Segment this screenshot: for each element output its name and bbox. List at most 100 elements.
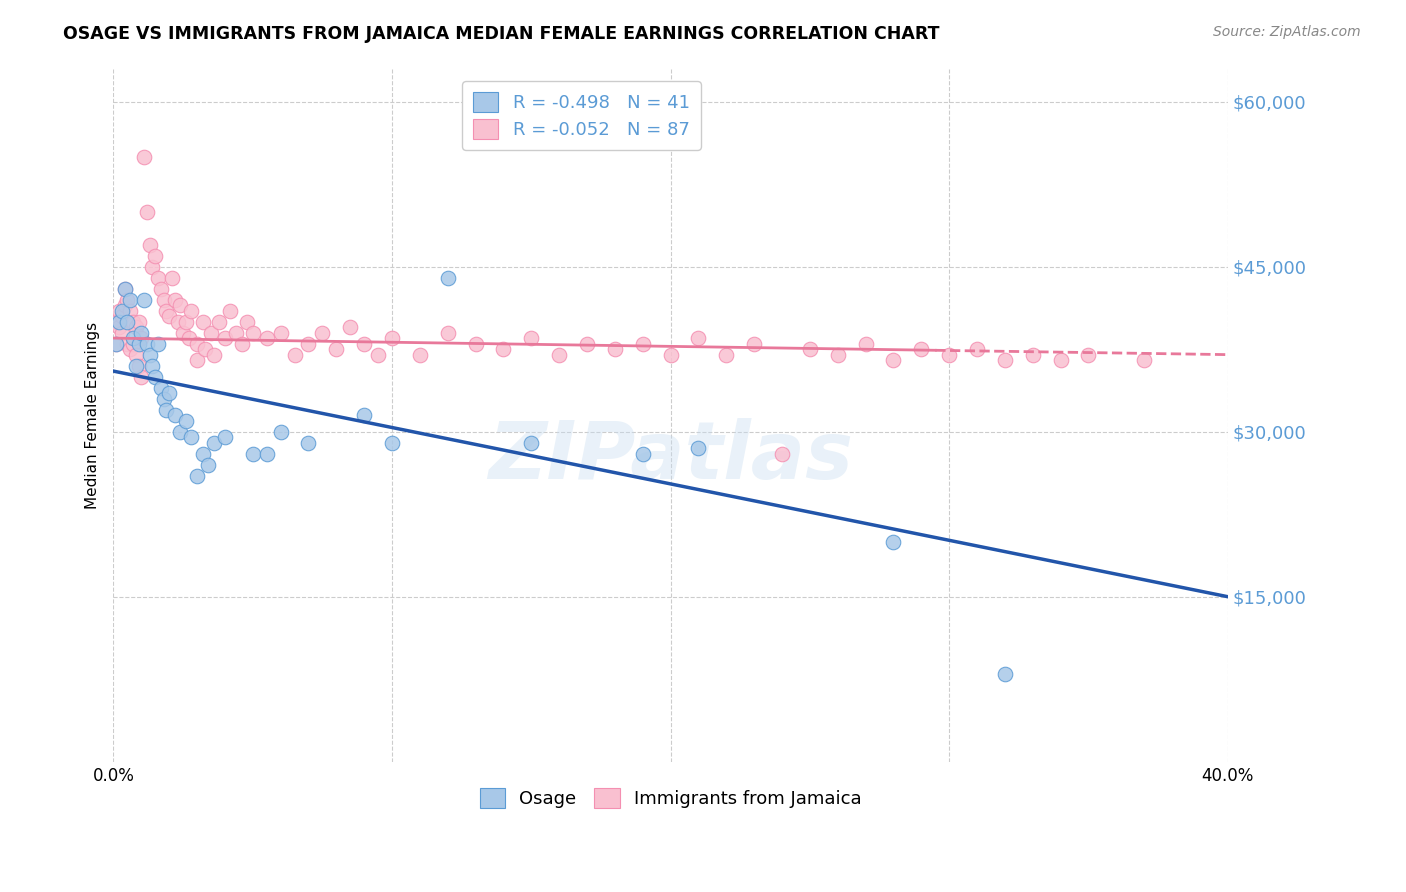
Point: [603, 342, 626, 356]
Point: [141, 260, 163, 274]
Point: [152, 392, 174, 406]
Point: [186, 336, 208, 351]
Point: [799, 342, 821, 356]
Point: [297, 336, 319, 351]
Point: [659, 348, 682, 362]
Point: [520, 435, 543, 450]
Point: [125, 348, 148, 362]
Point: [128, 359, 150, 373]
Point: [284, 348, 307, 362]
Point: [122, 315, 145, 329]
Point: [436, 270, 458, 285]
Point: [157, 309, 180, 323]
Point: [125, 320, 148, 334]
Point: [122, 336, 145, 351]
Point: [163, 293, 186, 307]
Text: OSAGE VS IMMIGRANTS FROM JAMAICA MEDIAN FEMALE EARNINGS CORRELATION CHART: OSAGE VS IMMIGRANTS FROM JAMAICA MEDIAN …: [63, 25, 939, 43]
Point: [236, 315, 259, 329]
Point: [131, 369, 153, 384]
Point: [120, 303, 142, 318]
Point: [716, 348, 738, 362]
Y-axis label: Median Female Earnings: Median Female Earnings: [86, 322, 100, 508]
Point: [994, 353, 1017, 368]
Point: [180, 430, 202, 444]
Point: [138, 348, 160, 362]
Point: [827, 348, 849, 362]
Point: [131, 331, 153, 345]
Point: [381, 435, 404, 450]
Point: [117, 336, 139, 351]
Point: [111, 303, 134, 318]
Point: [242, 326, 264, 340]
Point: [631, 336, 654, 351]
Point: [128, 336, 150, 351]
Point: [114, 282, 136, 296]
Point: [105, 336, 128, 351]
Point: [157, 386, 180, 401]
Point: [882, 353, 904, 368]
Point: [169, 425, 191, 439]
Point: [225, 326, 247, 340]
Point: [219, 303, 242, 318]
Point: [155, 402, 177, 417]
Point: [105, 315, 128, 329]
Point: [155, 303, 177, 318]
Point: [120, 342, 142, 356]
Point: [353, 408, 375, 422]
Point: [855, 336, 877, 351]
Point: [202, 435, 225, 450]
Point: [214, 430, 236, 444]
Point: [311, 326, 333, 340]
Point: [1022, 348, 1045, 362]
Point: [994, 666, 1017, 681]
Point: [114, 282, 136, 296]
Point: [191, 447, 214, 461]
Point: [409, 348, 432, 362]
Point: [270, 326, 292, 340]
Point: [520, 331, 543, 345]
Point: [141, 359, 163, 373]
Point: [146, 270, 169, 285]
Point: [464, 336, 486, 351]
Point: [105, 336, 128, 351]
Point: [108, 320, 131, 334]
Point: [492, 342, 515, 356]
Point: [172, 326, 194, 340]
Point: [186, 353, 208, 368]
Point: [135, 336, 157, 351]
Point: [270, 425, 292, 439]
Point: [108, 303, 131, 318]
Point: [134, 150, 156, 164]
Point: [138, 237, 160, 252]
Point: [125, 359, 148, 373]
Point: [111, 326, 134, 340]
Point: [131, 326, 153, 340]
Point: [149, 381, 172, 395]
Point: [256, 331, 278, 345]
Point: [177, 331, 200, 345]
Point: [1133, 353, 1156, 368]
Point: [381, 331, 404, 345]
Point: [208, 315, 231, 329]
Point: [197, 458, 219, 472]
Point: [231, 336, 253, 351]
Point: [117, 293, 139, 307]
Text: ZIPatlas: ZIPatlas: [488, 417, 853, 496]
Point: [353, 336, 375, 351]
Point: [149, 282, 172, 296]
Point: [1077, 348, 1099, 362]
Point: [152, 293, 174, 307]
Point: [191, 315, 214, 329]
Point: [186, 468, 208, 483]
Point: [114, 298, 136, 312]
Point: [325, 342, 347, 356]
Point: [122, 331, 145, 345]
Point: [194, 342, 217, 356]
Point: [202, 348, 225, 362]
Point: [938, 348, 960, 362]
Point: [242, 447, 264, 461]
Point: [339, 320, 361, 334]
Point: [166, 315, 188, 329]
Point: [143, 249, 166, 263]
Point: [548, 348, 571, 362]
